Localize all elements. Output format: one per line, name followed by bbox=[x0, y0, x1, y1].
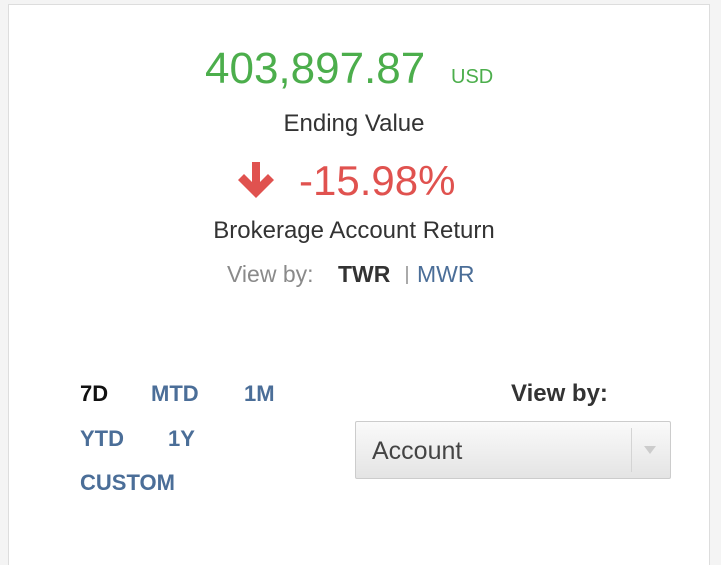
divider bbox=[406, 266, 408, 284]
period-7d[interactable]: 7D bbox=[80, 381, 109, 406]
down-arrow-icon bbox=[238, 162, 274, 198]
ending-value: 403,897.87 bbox=[205, 44, 426, 93]
currency: USD bbox=[451, 66, 494, 88]
twr-option[interactable]: TWR bbox=[338, 261, 391, 287]
ending-value-label: Ending Value bbox=[283, 110, 425, 137]
period-1y[interactable]: 1Y bbox=[168, 426, 195, 451]
mwr-option[interactable]: MWR bbox=[417, 261, 475, 287]
summary-card: 403,897.87 USD Ending Value -15.98% Brok… bbox=[8, 4, 710, 565]
page: 403,897.87 USD Ending Value -15.98% Brok… bbox=[8, 4, 710, 565]
period-ytd[interactable]: YTD bbox=[80, 426, 124, 451]
return-label: Brokerage Account Return bbox=[213, 217, 495, 244]
return-value: -15.98% bbox=[299, 157, 456, 204]
selector-label: View by: bbox=[511, 380, 608, 407]
period-1m[interactable]: 1M bbox=[244, 381, 275, 406]
view-by-label: View by: bbox=[227, 261, 314, 287]
select-caret bbox=[644, 446, 656, 454]
select-separator bbox=[631, 428, 632, 472]
period-custom[interactable]: CUSTOM bbox=[80, 470, 175, 495]
period-mtd[interactable]: MTD bbox=[151, 381, 199, 406]
account-select[interactable]: Account bbox=[355, 421, 671, 479]
selected-option: Account bbox=[372, 437, 463, 465]
